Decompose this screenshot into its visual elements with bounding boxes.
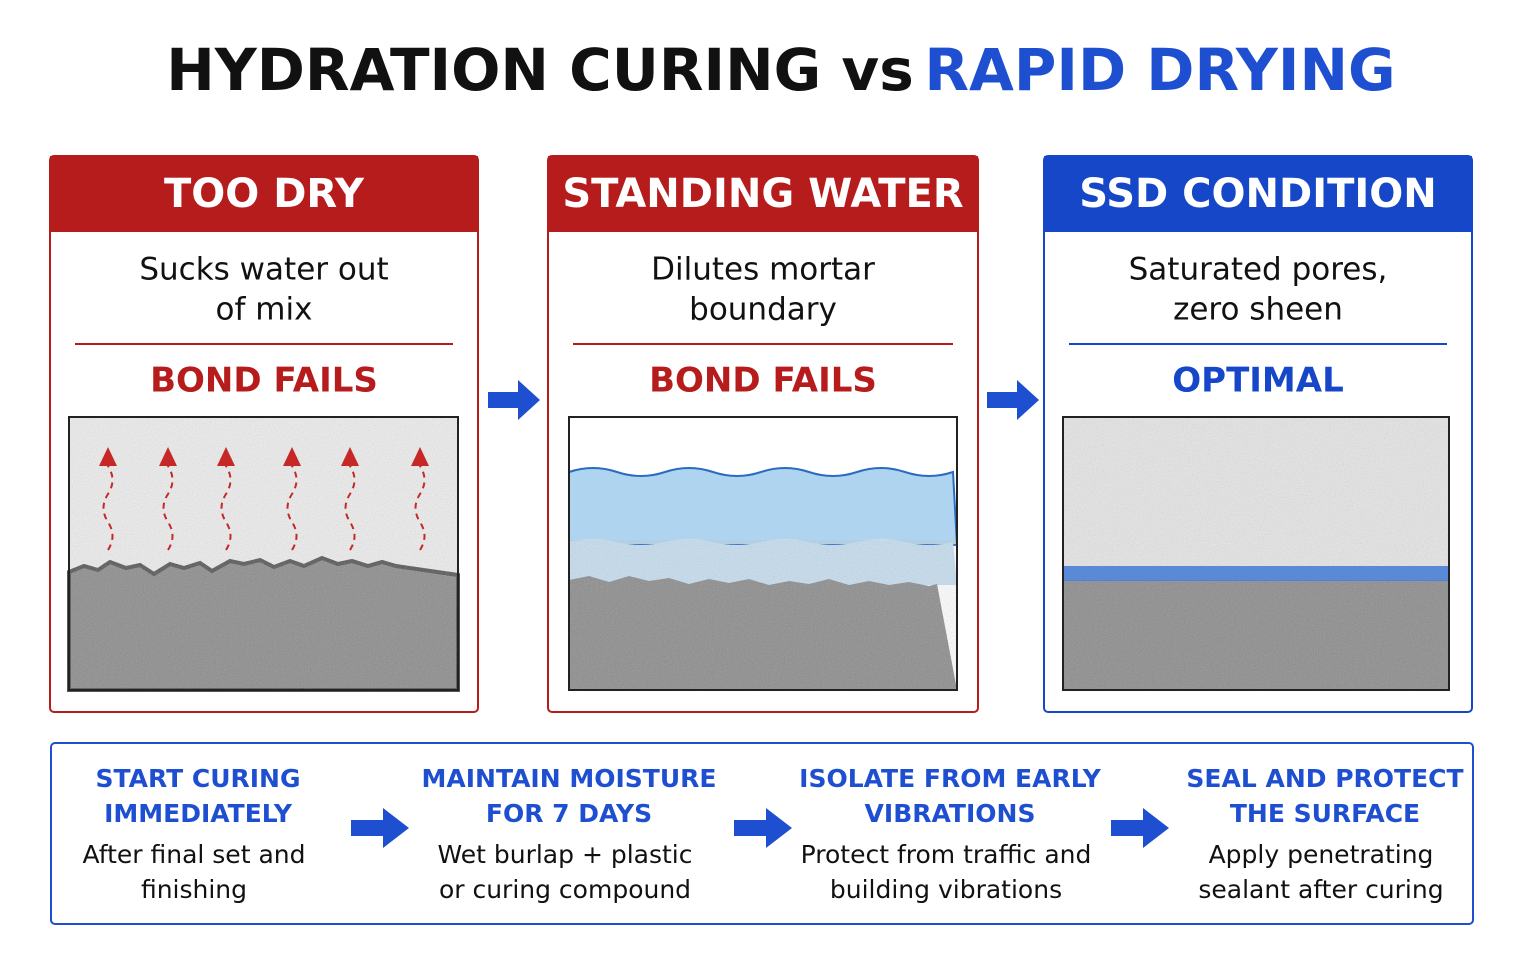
evaporation-arrows (99, 447, 429, 551)
illustration-too-dry (67, 416, 460, 692)
illustration-rect (69, 417, 458, 690)
steps: START CURING IMMEDIATELY After final set a… (83, 764, 1464, 904)
step-title: THE SURFACE (1230, 799, 1420, 828)
step-description: or curing compound (439, 875, 691, 904)
panel-result: BOND FAILS (150, 361, 378, 401)
panel-result: BOND FAILS (649, 361, 877, 401)
illustration-standing-water (568, 416, 959, 691)
step-description: Protect from traffic and (801, 840, 1092, 869)
panel-description: Saturated pores, (1129, 252, 1388, 288)
illustration-ssd (1062, 416, 1450, 691)
illustration-rect (568, 416, 958, 691)
evaporation-head (99, 447, 117, 466)
evaporation-head (283, 447, 301, 466)
illustration-rect (1062, 416, 1450, 691)
arrow (351, 808, 409, 848)
title-part-1: HYDRATION CURING vs (166, 36, 914, 104)
evaporation-head (217, 447, 235, 466)
evaporation-head (159, 447, 177, 466)
step-title: ISOLATE FROM EARLY (799, 764, 1102, 793)
step-title: SEAL AND PROTECT (1186, 764, 1463, 793)
panel-description: zero sheen (1173, 292, 1343, 328)
panel-header-bg (50, 156, 478, 232)
steps-box (50, 742, 1474, 925)
panel-header: TOO DRY (164, 171, 365, 217)
panel-header: STANDING WATER (562, 171, 963, 217)
step-description: finishing (141, 875, 247, 904)
panel-description: of mix (216, 292, 313, 328)
arrow (1111, 808, 1169, 848)
step-title: IMMEDIATELY (104, 799, 293, 828)
panel-description: Sucks water out (139, 252, 388, 288)
panel-description: Dilutes mortar (651, 252, 875, 288)
step-description: building vibrations (830, 875, 1062, 904)
evaporation-head (411, 447, 429, 466)
step-title: START CURING (96, 764, 301, 793)
evaporation-path (414, 456, 426, 551)
step-description: Wet burlap + plastic (437, 840, 692, 869)
panel-header-bg (1044, 156, 1472, 232)
panel-header-bg (548, 156, 978, 232)
evaporation-head (341, 447, 359, 466)
step-description: Apply penetrating (1209, 840, 1434, 869)
arrow (734, 808, 792, 848)
step-title: VIBRATIONS (865, 799, 1036, 828)
panel-result: OPTIMAL (1172, 361, 1343, 401)
arrow (488, 380, 540, 420)
evaporation-path (102, 456, 114, 551)
step-title: MAINTAIN MOISTURE (422, 764, 717, 793)
panel-description: boundary (689, 292, 837, 328)
illustration-path (568, 467, 959, 546)
illustration-rect (1063, 417, 1449, 690)
evaporation-path (162, 456, 174, 551)
step-description: sealant after curing (1198, 875, 1443, 904)
evaporation-path (286, 456, 298, 551)
illustration-rect (68, 416, 459, 691)
evaporation-path (220, 456, 232, 551)
arrow (987, 380, 1039, 420)
evaporation-path (344, 456, 356, 551)
panel-header: SSD CONDITION (1079, 171, 1437, 217)
illustration-rect (569, 540, 957, 690)
illustration-rect (1063, 566, 1449, 581)
step-description: After final set and (83, 840, 306, 869)
title-part-2: RAPID DRYING (924, 36, 1395, 104)
flow-arrows (351, 380, 1169, 848)
step-title: FOR 7 DAYS (486, 799, 652, 828)
